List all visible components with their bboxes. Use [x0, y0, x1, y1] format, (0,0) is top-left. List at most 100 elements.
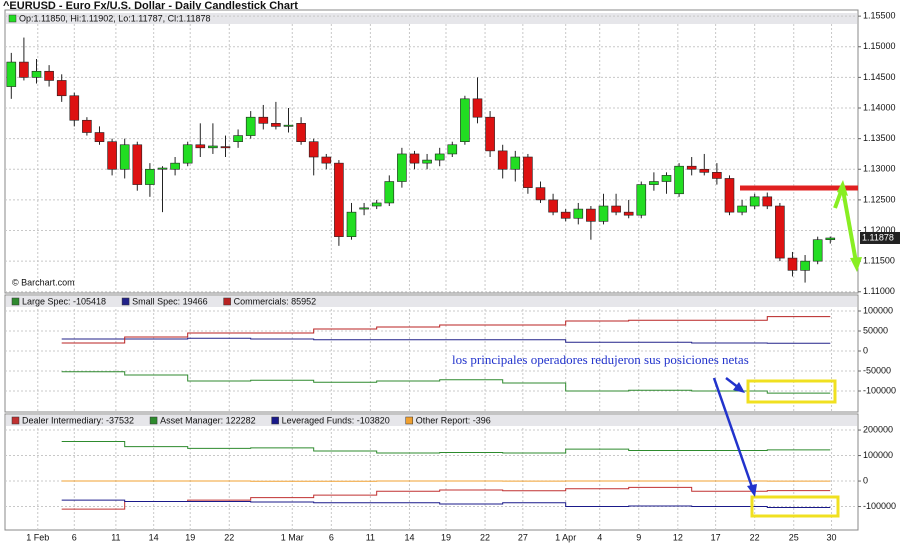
y-tick-label: 0 — [863, 475, 868, 485]
y-tick-label: 1.13500 — [863, 133, 896, 143]
y-tick-label: 1.13000 — [863, 164, 896, 174]
legend-swatch — [8, 14, 17, 23]
candle-body — [649, 181, 659, 185]
legend-text: Large Spec: -105418 — [22, 296, 106, 306]
candle-body — [661, 175, 672, 182]
candle-body — [422, 159, 432, 164]
candle-body — [712, 172, 722, 179]
x-tick-label: 11 — [366, 532, 375, 542]
legend-bar — [6, 13, 857, 24]
legend-swatch — [11, 297, 20, 306]
candle-body — [699, 168, 710, 173]
x-tick-label: 14 — [404, 532, 414, 542]
y-tick-label: 1.11000 — [863, 286, 895, 296]
x-tick-label: 27 — [518, 532, 528, 542]
candle-body — [208, 145, 218, 149]
blue-arrowhead — [733, 382, 745, 393]
y-tick-label: 100000 — [863, 450, 893, 460]
candle-body — [623, 211, 634, 216]
blue-arrow — [712, 377, 754, 488]
step-line — [61, 371, 831, 394]
candle-body — [195, 144, 206, 149]
candle-body — [460, 98, 470, 142]
candle-body — [510, 156, 521, 170]
step-line — [61, 316, 831, 344]
panel-frame — [4, 413, 859, 531]
candle-body — [346, 211, 357, 237]
y-tick-label: 200000 — [863, 424, 893, 434]
y-tick-label: 1.15000 — [863, 41, 896, 51]
legend-swatch — [405, 416, 413, 425]
x-tick-label: 6 — [329, 532, 334, 542]
legend-text: Small Spec: 19466 — [132, 296, 208, 306]
x-tick-label: 1 Apr — [555, 532, 576, 542]
green-arrow — [841, 189, 858, 263]
candle-body — [321, 156, 332, 164]
y-tick-label: -50000 — [863, 365, 891, 375]
candle-body — [69, 95, 80, 121]
candle-body — [132, 144, 143, 185]
candle-body — [371, 202, 382, 207]
candle-body — [573, 208, 584, 219]
step-line — [61, 486, 831, 510]
highlight-box — [746, 379, 837, 404]
legend-text: Commercials: 85952 — [234, 296, 317, 306]
x-tick-label: 14 — [149, 532, 159, 542]
candle-body — [31, 70, 42, 78]
candle-body — [308, 141, 319, 158]
candle-body — [409, 153, 420, 164]
y-tick-label: 1.14500 — [863, 72, 896, 82]
annotation: los principales operadores redujeron sus… — [452, 352, 749, 367]
candle-body — [812, 239, 823, 262]
x-tick-label: 9 — [636, 532, 641, 542]
candle-body — [749, 196, 760, 207]
candle-body — [157, 167, 168, 170]
candle-body — [44, 70, 54, 81]
y-tick-label: 50000 — [863, 325, 888, 335]
candle-body — [145, 168, 155, 185]
candle-body — [220, 146, 231, 149]
candle-body — [397, 153, 407, 182]
candle-body — [107, 141, 117, 170]
candle-body — [485, 116, 495, 152]
legend-swatch — [149, 416, 158, 425]
candle-body — [359, 207, 369, 210]
candle-body — [384, 181, 395, 204]
x-tick-label: 19 — [185, 532, 195, 542]
candle-body — [56, 80, 67, 97]
plot-area: 1.11000 1.11500 1.12000 1.12500 1.13000 1.135… — [4, 9, 900, 542]
x-tick-label: 1 Feb — [26, 532, 49, 542]
legend-text: Dealer Intermediary: -37532 — [22, 415, 134, 425]
price-tag-bg — [860, 231, 900, 244]
candle-body — [19, 61, 29, 78]
highlight-box — [750, 495, 840, 518]
candle-body — [787, 257, 798, 271]
candle-body — [586, 208, 596, 222]
y-tick-label: -100000 — [863, 385, 896, 395]
candle-body — [686, 165, 697, 170]
x-tick-label: 11 — [111, 532, 120, 542]
y-tick-label: 0 — [863, 345, 868, 355]
y-tick-label: 1.12500 — [863, 194, 896, 204]
y-tick-label: 100000 — [863, 305, 893, 315]
candle-body — [182, 144, 193, 164]
legend-swatch — [121, 297, 130, 306]
y-tick-label: -100000 — [863, 501, 896, 511]
candle-body — [447, 144, 458, 155]
x-tick-label: 22 — [224, 532, 234, 542]
x-tick-label: 1 Mar — [281, 532, 304, 542]
y-tick-label: 1.15500 — [863, 11, 896, 21]
candle-body — [497, 150, 508, 170]
legend-swatch — [11, 416, 20, 425]
y-tick-label: 1.12000 — [863, 225, 896, 235]
legend-swatch — [271, 416, 279, 425]
y-tick-label: 1.14000 — [863, 102, 896, 112]
x-tick-label: 19 — [441, 532, 451, 542]
candle-body — [82, 119, 92, 133]
step-line — [61, 441, 831, 454]
candle-body — [296, 123, 306, 142]
candle-body — [762, 196, 773, 207]
source-label: © Barchart.com — [12, 277, 75, 287]
x-tick-label: 22 — [750, 532, 760, 542]
candle-body — [800, 260, 810, 271]
